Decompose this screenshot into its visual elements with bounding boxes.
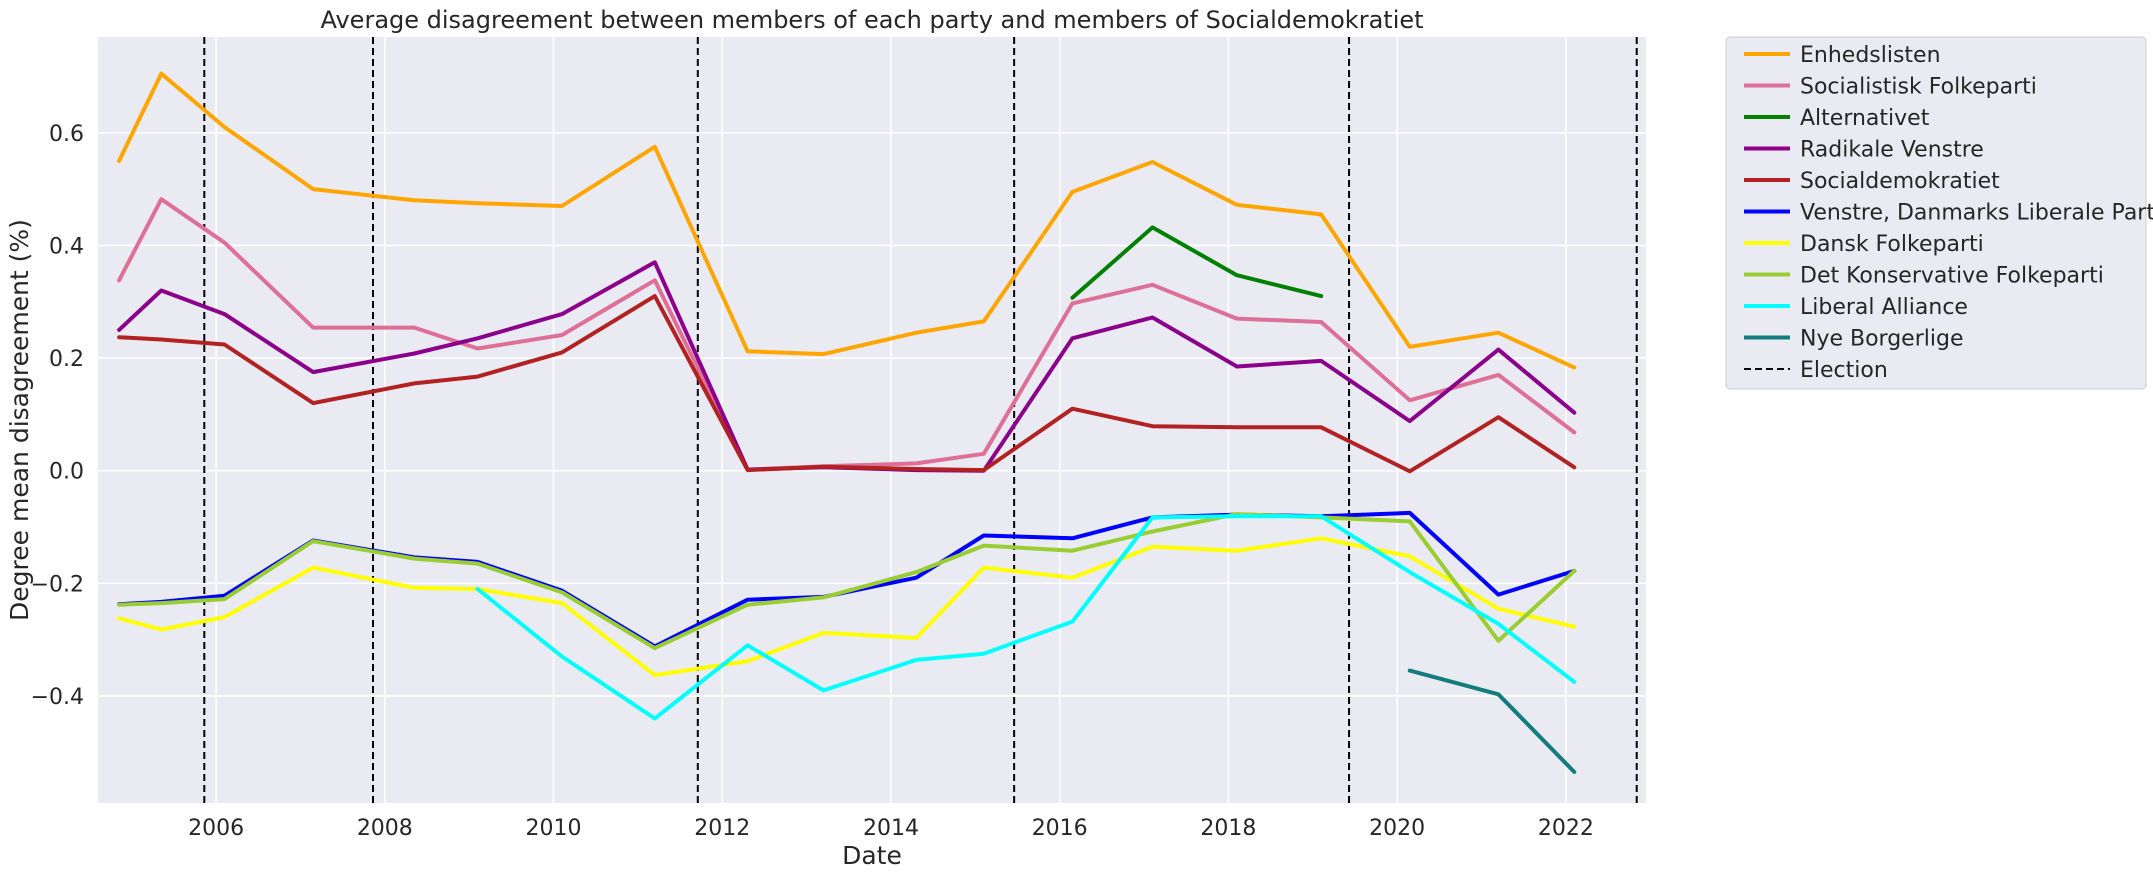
x-tick-label: 2014 — [863, 816, 919, 841]
x-tick-label: 2016 — [1032, 816, 1088, 841]
series-line — [117, 536, 1577, 678]
series-line — [117, 294, 1577, 474]
election-lines — [203, 37, 1638, 803]
series-line — [1407, 668, 1577, 774]
legend-entry: Enhedslisten — [1800, 43, 1941, 68]
y-tick-label: −0.2 — [31, 572, 84, 597]
x-tick-labels: 2006 2008 2010 2012 2014 2016 2018 2020 2022 — [188, 816, 1594, 841]
y-tick-label: 0.6 — [49, 122, 84, 147]
chart-title: Average disagreement between members of … — [320, 6, 1423, 34]
x-axis-label: Date — [842, 841, 902, 870]
legend-entry: Venstre, Danmarks Liberale Parti — [1800, 201, 2153, 226]
x-tick-label: 2018 — [1200, 816, 1256, 841]
legend-entry: Socialdemokratiet — [1800, 169, 2000, 194]
y-tick-labels: −0.4 −0.2 0.0 0.2 0.4 0.6 — [31, 122, 84, 710]
y-tick-label: 0.2 — [49, 347, 84, 372]
x-tick-label: 2006 — [188, 816, 244, 841]
legend-entry: Radikale Venstre — [1800, 138, 1984, 163]
series-line — [475, 514, 1577, 721]
x-tick-label: 2012 — [694, 816, 750, 841]
legend: Enhedslisten Socialistisk Folkeparti Alter… — [1725, 36, 2153, 390]
legend-entry: Alternativet — [1800, 106, 1930, 131]
y-tick-label: −0.4 — [31, 685, 84, 710]
y-tick-label: 0.0 — [49, 460, 84, 485]
x-tick-label: 2020 — [1369, 816, 1425, 841]
legend-entry: Det Konservative Folkeparti — [1800, 264, 2104, 289]
x-tick-label: 2010 — [526, 816, 582, 841]
series-line — [117, 71, 1577, 370]
x-tick-label: 2008 — [357, 816, 413, 841]
legend-entry: Socialistisk Folkeparti — [1800, 75, 2037, 100]
series-line — [1070, 225, 1324, 300]
legend-entry: Dansk Folkeparti — [1800, 232, 1984, 257]
y-tick-label: 0.4 — [49, 234, 84, 259]
legend-entry: Nye Borgerlige — [1800, 327, 1964, 352]
legend-entry: Election — [1800, 358, 1888, 383]
legend-box — [1725, 36, 2147, 390]
y-axis-label: Degree mean disagreement (%) — [5, 219, 34, 621]
x-tick-label: 2022 — [1538, 816, 1594, 841]
series-lines — [117, 71, 1577, 774]
legend-entry: Liberal Alliance — [1800, 295, 1968, 320]
